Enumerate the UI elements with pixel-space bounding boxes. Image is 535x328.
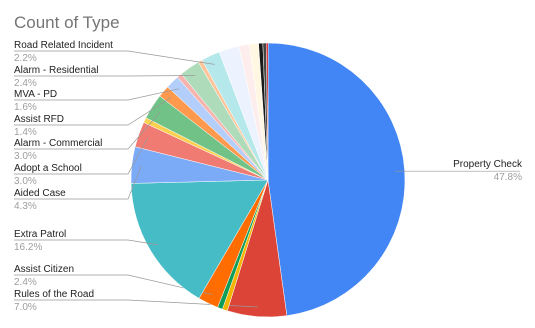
slice-value-label: 3.0% [14,151,37,162]
slice-label: Rules of the Road [14,289,94,300]
slice-value-label: 2.2% [14,53,37,64]
chart-title: Count of Type [14,13,120,32]
slice-label: Alarm - Commercial [14,138,102,149]
slice-value-label: 1.6% [14,102,37,113]
slice-label: Assist RFD [14,114,64,125]
slice-value-label: 7.0% [14,302,37,313]
leader-line [14,88,180,101]
leader-line [14,50,215,65]
slice-value-label: 2.4% [14,78,37,89]
pie-slice [130,179,269,299]
leader-line [14,239,159,246]
slice-label: MVA - PD [14,89,57,100]
leader-line [14,165,142,200]
leader-line [14,111,161,150]
slice-label: Assist Citizen [14,264,74,275]
slice-value-label: 3.0% [14,176,37,187]
slice-value-label: 1.4% [14,127,37,138]
slice-value-label: 4.3% [14,201,37,212]
slice-label: Aided Case [14,188,66,199]
slice-label: Adopt a School [14,163,82,174]
slice-value-label: 16.2% [14,242,42,253]
slice-label: Property Check [453,159,523,170]
slice-value-label: 47.8% [494,172,522,183]
slice-value-label: 2.4% [14,277,37,288]
slice-label: Extra Patrol [14,229,66,240]
slice-label: Alarm - Residential [14,65,98,76]
leader-line [14,137,149,175]
slice-label: Road Related Incident [14,40,113,51]
pie-slice [266,42,269,181]
pie-slice [267,42,406,316]
leader-line [14,97,172,126]
